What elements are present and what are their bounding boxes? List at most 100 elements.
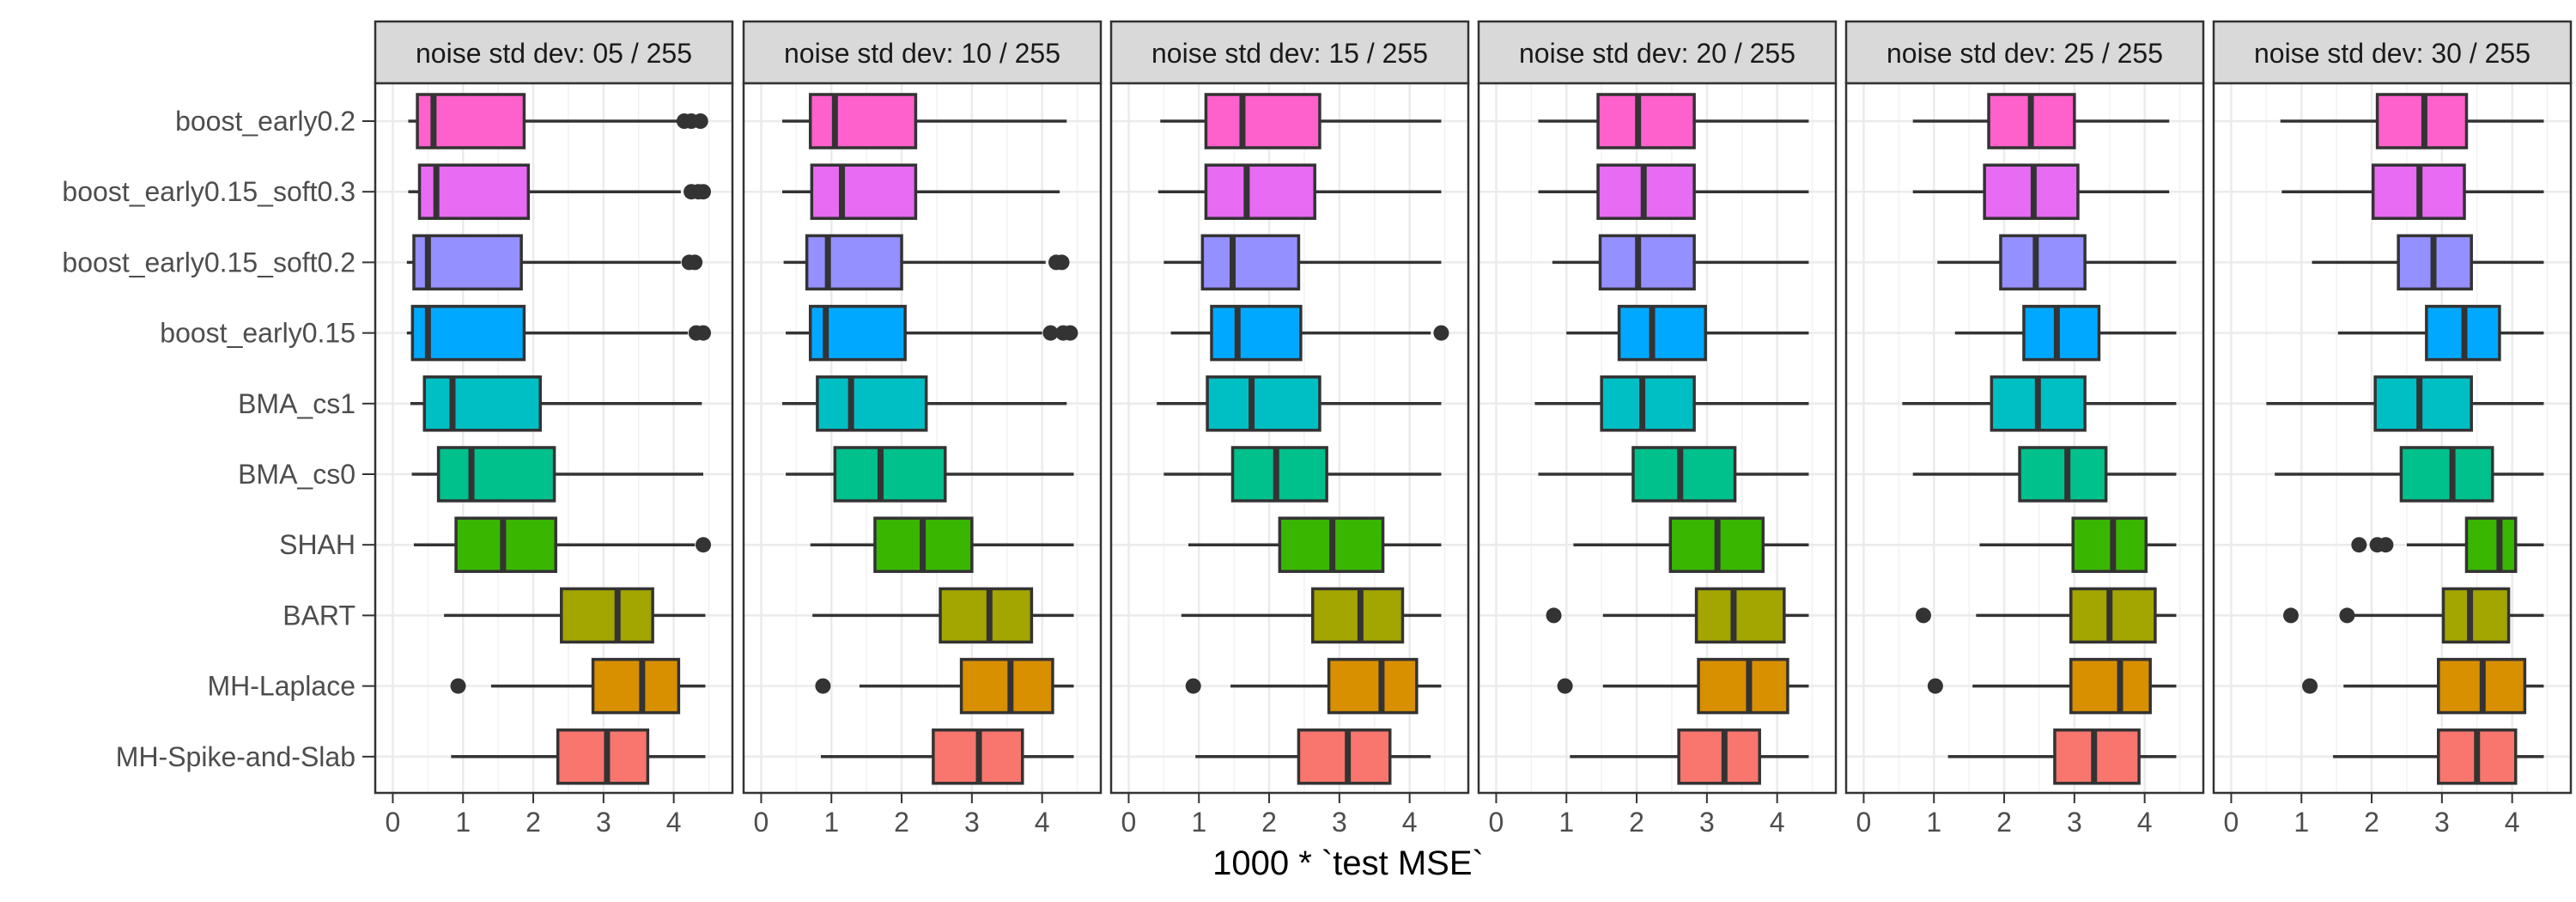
outlier-point — [1546, 607, 1562, 624]
y-tick-label: boost_early0.15_soft0.2 — [62, 247, 355, 277]
x-tick-label: 0 — [1489, 807, 1504, 838]
panel-border — [742, 82, 1103, 795]
iqr-box — [410, 304, 526, 362]
box-MH-Spike-and-Slab — [2333, 728, 2544, 785]
outlier-point — [2351, 537, 2367, 553]
iqr-box — [422, 375, 542, 432]
box-BART — [444, 587, 706, 644]
box-BART — [1181, 587, 1442, 644]
y-tick-label: SHAH — [279, 529, 355, 560]
iqr-box — [2018, 446, 2108, 503]
iqr-box — [1598, 234, 1696, 291]
y-tick-label: BART — [283, 600, 355, 631]
box-boost_early0.15_soft0.2 — [783, 234, 1070, 291]
outlier-point — [692, 113, 708, 129]
x-tick-label: 3 — [596, 807, 611, 838]
iqr-box — [1327, 657, 1419, 715]
iqr-box — [1200, 234, 1301, 291]
box-boost_early0.2 — [781, 93, 1067, 149]
x-tick-label: 2 — [526, 807, 541, 838]
facet-strip-label: noise std dev: 15 / 255 — [1151, 38, 1428, 69]
outlier-point — [1054, 254, 1070, 271]
x-tick-label: 3 — [1699, 807, 1715, 838]
iqr-box — [556, 728, 650, 785]
box-MH-Spike-and-Slab — [1570, 728, 1809, 785]
panel-border — [2212, 82, 2573, 795]
iqr-box — [560, 587, 654, 644]
box-BMA_cs0 — [1163, 446, 1442, 503]
box-boost_early0.15_soft0.2 — [2312, 234, 2544, 291]
box-boost_early0.15_soft0.2 — [406, 234, 703, 291]
outlier-point — [2282, 607, 2299, 624]
facet-strip — [374, 20, 734, 85]
box-boost_early0.15 — [2337, 304, 2544, 362]
facet-panel: noise std dev: 20 / 255 0 1 2 3 4 — [1477, 20, 1838, 838]
x-tick-label: 0 — [2224, 807, 2239, 838]
box-MH-Spike-and-Slab — [1195, 728, 1431, 785]
box-boost_early0.15_soft0.3 — [408, 163, 712, 220]
iqr-box — [2022, 304, 2101, 362]
facet-strip-label: noise std dev: 30 / 255 — [2254, 38, 2530, 69]
iqr-box — [1631, 446, 1737, 503]
x-tick-label: 3 — [964, 807, 980, 838]
iqr-box — [808, 93, 918, 149]
facet-strip — [1109, 20, 1470, 85]
outlier-point — [1557, 678, 1573, 694]
iqr-box — [2373, 375, 2473, 432]
outlier-point — [1915, 607, 1931, 624]
iqr-box — [2441, 587, 2511, 644]
box-boost_early0.15_soft0.3 — [781, 163, 1060, 220]
iqr-box — [2071, 516, 2148, 573]
facet-strip-label: noise std dev: 25 / 255 — [1886, 38, 2163, 69]
facet-panel: noise std dev: 30 / 255 0 1 2 3 4 — [2212, 20, 2573, 838]
box-BMA_cs1 — [2266, 375, 2544, 432]
facet-strip — [1844, 20, 2205, 85]
facet-panel: noise std dev: 05 / 255 0 1 2 3 4 — [374, 20, 734, 838]
x-axis-title: 1000 * `test MSE` — [1212, 844, 1484, 882]
iqr-box — [805, 234, 903, 291]
box-boost_early0.15_soft0.3 — [1538, 163, 1809, 220]
box-BMA_cs0 — [411, 446, 704, 503]
x-tick-label: 1 — [823, 807, 839, 838]
x-tick-label: 1 — [1191, 807, 1206, 838]
iqr-box — [816, 375, 928, 432]
x-tick-label: 1 — [1926, 807, 1941, 838]
iqr-box — [591, 657, 681, 715]
x-tick-label: 2 — [1996, 807, 2012, 838]
outlier-point — [696, 325, 712, 341]
box-BMA_cs0 — [1538, 446, 1809, 503]
outlier-point — [2378, 537, 2394, 553]
panel-border — [1844, 82, 2205, 795]
iqr-box — [1206, 375, 1321, 432]
iqr-box — [1694, 587, 1786, 644]
y-tick-label: BMA_cs1 — [238, 388, 355, 419]
iqr-box — [1677, 728, 1761, 785]
box-boost_early0.15_soft0.2 — [1163, 234, 1442, 291]
x-tick-label: 3 — [1332, 807, 1347, 838]
y-tick-label: boost_early0.15 — [160, 318, 355, 349]
x-tick-label: 2 — [1261, 807, 1277, 838]
x-tick-label: 4 — [2505, 807, 2520, 838]
box-boost_early0.2 — [1538, 93, 1809, 149]
box-BART — [1915, 587, 2177, 644]
outlier-point — [1433, 325, 1449, 341]
box-BMA_cs1 — [1534, 375, 1809, 432]
iqr-box — [436, 446, 556, 503]
x-tick-label: 1 — [455, 807, 471, 838]
box-MH-Laplace — [1557, 657, 1809, 715]
iqr-box — [2069, 657, 2152, 715]
outlier-point — [450, 678, 466, 694]
box-MH-Spike-and-Slab — [451, 728, 706, 785]
iqr-box — [2399, 446, 2494, 503]
box-SHAH — [810, 516, 1074, 573]
box-SHAH — [1573, 516, 1809, 573]
box-boost_early0.15_soft0.3 — [2281, 163, 2544, 220]
iqr-box — [1697, 657, 1789, 715]
y-tick-label: MH-Spike-and-Slab — [116, 741, 355, 772]
box-boost_early0.15 — [1566, 304, 1809, 362]
facet-strip-label: noise std dev: 10 / 255 — [784, 38, 1060, 69]
panel-border — [374, 82, 734, 795]
x-tick-label: 2 — [1629, 807, 1644, 838]
x-tick-label: 4 — [2137, 807, 2153, 838]
